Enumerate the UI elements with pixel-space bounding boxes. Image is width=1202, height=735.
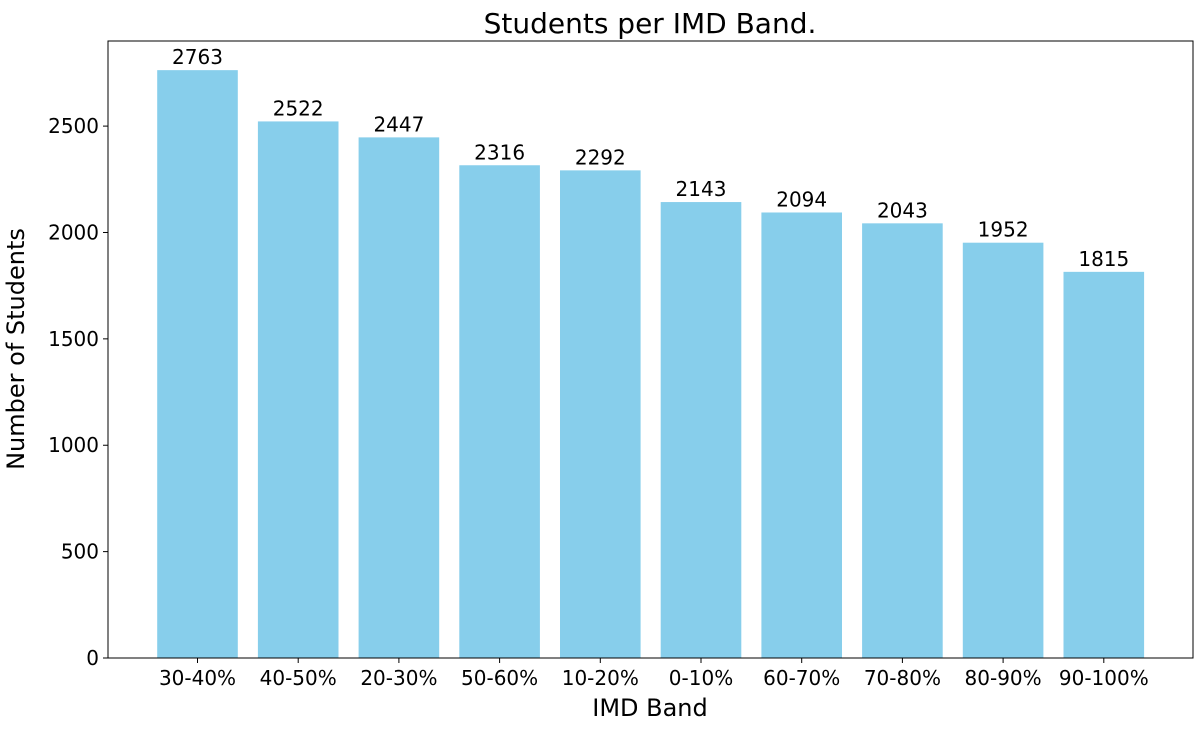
bar-value-label: 2763 <box>172 45 223 69</box>
x-tick-label: 10-20% <box>562 666 639 690</box>
data-labels-layer: 2763 2522 2447 2316 2292 2143 2094 2043 1952 1815 <box>172 45 1129 271</box>
y-tick-label: 0 <box>86 646 99 670</box>
bar-value-label: 2292 <box>575 145 626 169</box>
bar-value-label: 2316 <box>474 140 525 164</box>
bars-layer <box>157 70 1145 659</box>
bar-0-10% <box>660 202 742 658</box>
y-tick-label: 1000 <box>48 433 99 457</box>
plot-frame <box>107 40 1194 659</box>
y-axis: 0 500 1000 1500 2000 2500 <box>48 114 108 670</box>
y-tick-label: 500 <box>61 540 99 564</box>
bar-value-label: 2094 <box>776 187 827 211</box>
bar-value-label: 1815 <box>1078 247 1129 271</box>
bar-30-40% <box>157 70 238 658</box>
x-tick-label: 50-60% <box>461 666 538 690</box>
bar-50-60% <box>459 165 540 658</box>
bar-60-70% <box>761 212 842 658</box>
x-tick-label: 30-40% <box>159 666 236 690</box>
bar-40-50% <box>257 121 339 659</box>
chart-title: Students per IMD Band. <box>484 7 817 40</box>
x-tick-label: 70-80% <box>864 666 941 690</box>
x-tick-label: 90-100% <box>1059 666 1149 690</box>
bar-value-label: 2447 <box>373 112 424 136</box>
x-axis: 30-40% 40-50% 20-30% 50-60% 10-20% 0-10% 60-70… <box>159 658 1149 690</box>
bar-value-label: 2522 <box>273 96 324 120</box>
bar-10-20% <box>560 170 641 658</box>
bar-value-label: 2143 <box>676 177 727 201</box>
bar-20-30% <box>358 137 440 659</box>
y-axis-title: Number of Students <box>2 228 30 470</box>
bar-value-label: 2043 <box>877 198 928 222</box>
x-axis-title: IMD Band <box>592 694 708 722</box>
bar-70-80% <box>862 223 943 658</box>
bar-value-label: 1952 <box>978 218 1029 242</box>
y-tick-label: 2000 <box>48 220 99 244</box>
x-tick-label: 40-50% <box>260 666 337 690</box>
x-tick-label: 20-30% <box>360 666 437 690</box>
x-tick-label: 0-10% <box>669 666 733 690</box>
bar-80-90% <box>962 242 1044 658</box>
x-tick-label: 80-90% <box>965 666 1042 690</box>
y-tick-label: 2500 <box>48 114 99 138</box>
bar-90-100% <box>1063 271 1145 658</box>
x-tick-label: 60-70% <box>763 666 840 690</box>
y-tick-label: 1500 <box>48 327 99 351</box>
